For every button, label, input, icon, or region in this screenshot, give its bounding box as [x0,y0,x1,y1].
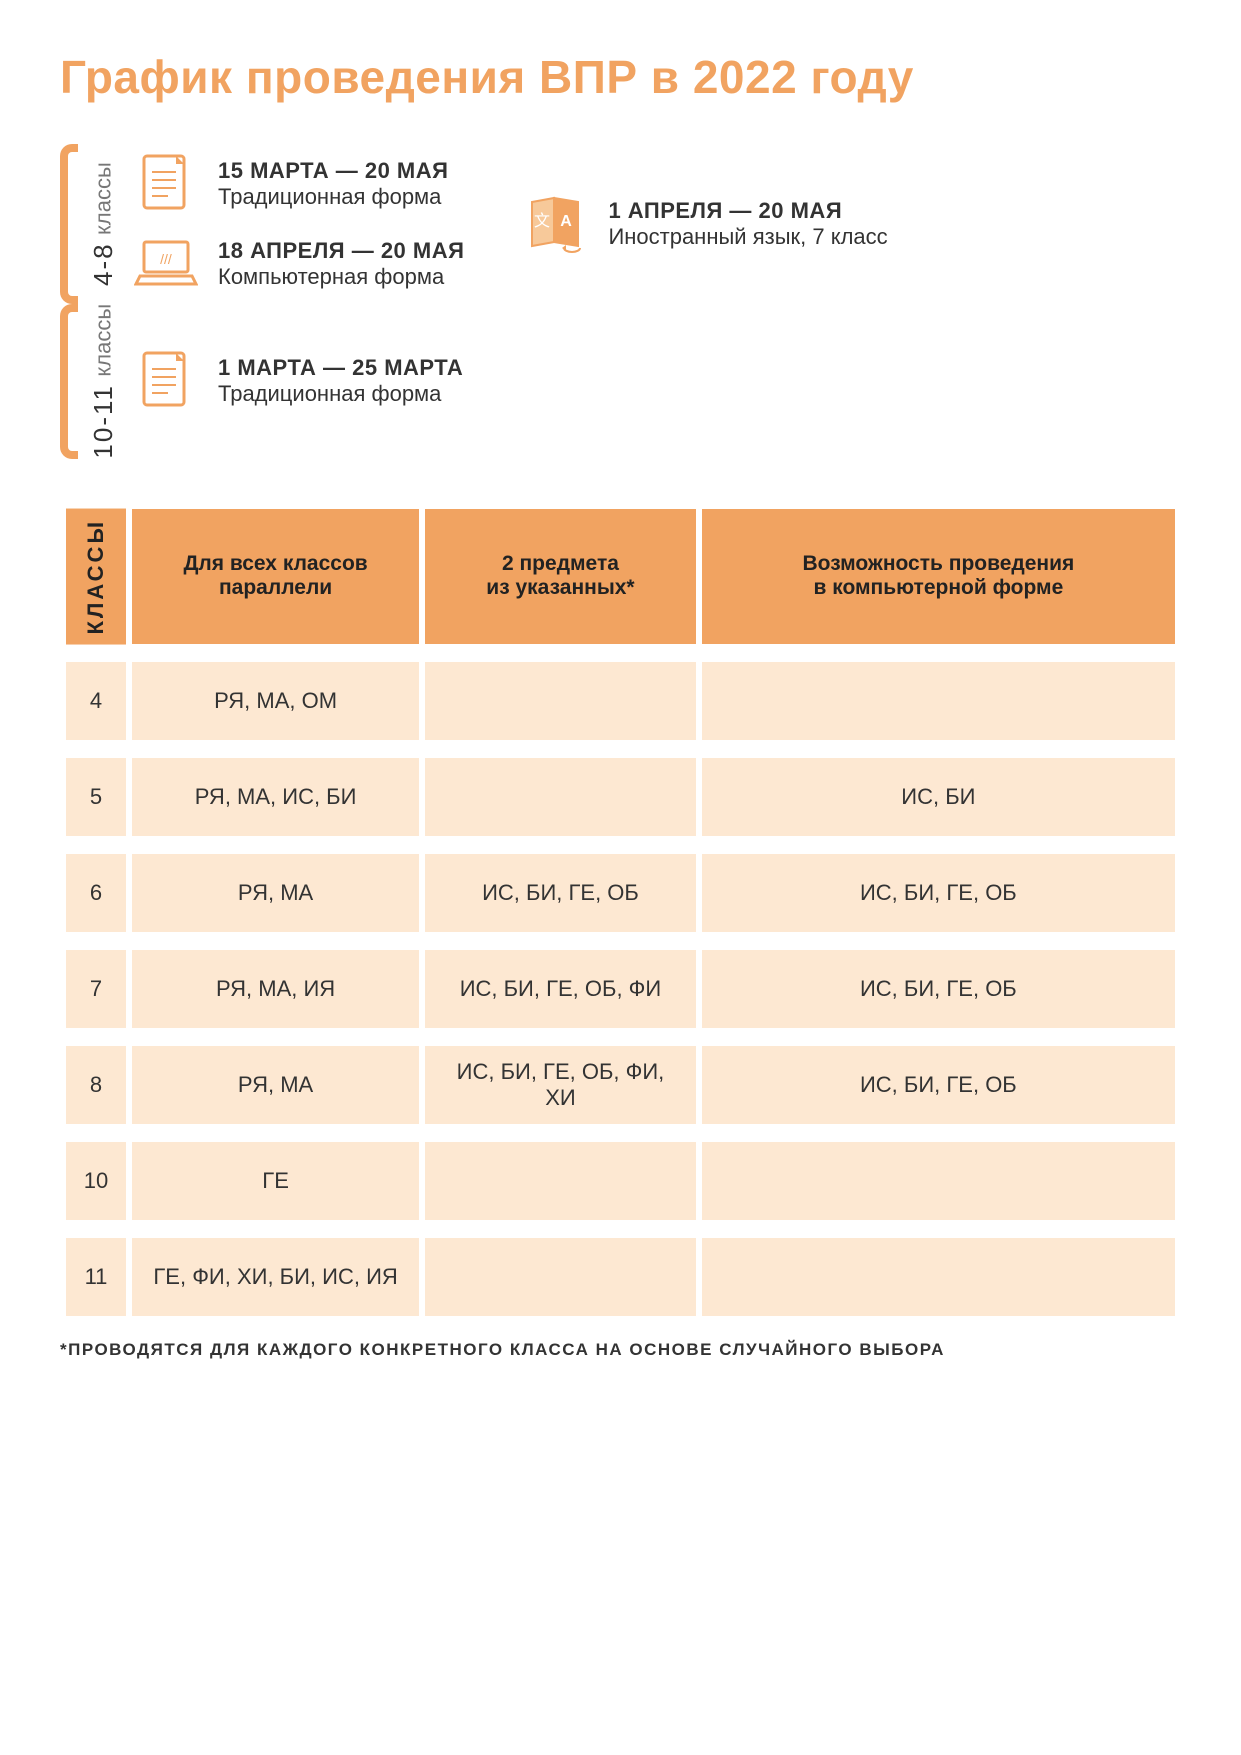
date-range: 1 МАРТА — 25 МАРТА [218,355,463,381]
bracket-icon [60,304,78,459]
table-row: 7РЯ, МА, ИЯИС, БИ, ГЕ, ОБ, ФИИС, БИ, ГЕ,… [66,932,1175,1028]
svg-text:A: A [561,213,573,230]
grade-cell: 8 [66,1028,126,1124]
svg-text:文: 文 [534,212,550,230]
cell-computer [702,1220,1175,1316]
cell-two [425,740,696,836]
date-range: 18 АПРЕЛЯ — 20 МАЯ [218,238,464,264]
date-range: 1 АПРЕЛЯ — 20 МАЯ [608,198,887,224]
cell-computer [702,1124,1175,1220]
cell-all: РЯ, МА, ИЯ [132,932,419,1028]
bracket-icon [60,144,78,304]
grade-cell: 7 [66,932,126,1028]
page-title: График проведения ВПР в 2022 году [60,50,1181,104]
schedule-item: 1 МАРТА — 25 МАРТА Традиционная форма [134,349,1181,413]
cell-all: ГЕ [132,1124,419,1220]
table-row: 11ГЕ, ФИ, ХИ, БИ, ИС, ИЯ [66,1220,1175,1316]
cell-all: ГЕ, ФИ, ХИ, БИ, ИС, ИЯ [132,1220,419,1316]
table-row: 5РЯ, МА, ИС, БИ ИС, БИ [66,740,1175,836]
document-icon [134,349,198,413]
cell-computer: ИС, БИ, ГЕ, ОБ [702,1028,1175,1124]
cell-computer: ИС, БИ, ГЕ, ОБ [702,932,1175,1028]
col-header-klassy: КЛАССЫ [66,509,126,645]
cell-computer [702,644,1175,740]
document-icon [134,152,198,216]
schedule-area: 4-8 классы 15 МАРТА — 20 МАЯ Традиционна… [60,144,1181,459]
grade-label-10-11: 10-11 классы [88,304,119,459]
cell-all: РЯ, МА, ИС, БИ [132,740,419,836]
schedule-item-foreign: 文A 1 АПРЕЛЯ — 20 МАЯ Иностранный язык, 7… [524,192,887,256]
col-header-two: 2 предмета из указанных* [425,509,696,645]
cell-two: ИС, БИ, ГЕ, ОБ [425,836,696,932]
cell-computer: ИС, БИ [702,740,1175,836]
cell-two [425,1124,696,1220]
laptop-icon: /// [134,232,198,296]
form-desc: Традиционная форма [218,381,463,407]
footnote: *ПРОВОДЯТСЯ ДЛЯ КАЖДОГО КОНКРЕТНОГО КЛАС… [60,1340,1181,1360]
cell-two [425,1220,696,1316]
schedule-item: /// 18 АПРЕЛЯ — 20 МАЯ Компьютерная форм… [134,232,464,296]
cell-all: РЯ, МА [132,1028,419,1124]
form-desc: Компьютерная форма [218,264,464,290]
col-header-computer: Возможность проведения в компьютерной фо… [702,509,1175,645]
grade-cell: 5 [66,740,126,836]
table-row: 10ГЕ [66,1124,1175,1220]
cell-two [425,644,696,740]
cell-all: РЯ, МА [132,836,419,932]
schedule-item: 15 МАРТА — 20 МАЯ Традиционная форма [134,152,464,216]
schedule-group-10-11: 10-11 классы 1 МАРТА — 25 МАРТА Традицио… [60,304,1181,459]
grade-cell: 10 [66,1124,126,1220]
col-header-all: Для всех классов параллели [132,509,419,645]
table-row: 8РЯ, МАИС, БИ, ГЕ, ОБ, ФИ, ХИИС, БИ, ГЕ,… [66,1028,1175,1124]
cell-two: ИС, БИ, ГЕ, ОБ, ФИ, ХИ [425,1028,696,1124]
cell-computer: ИС, БИ, ГЕ, ОБ [702,836,1175,932]
grade-cell: 4 [66,644,126,740]
form-desc: Традиционная форма [218,184,448,210]
subjects-table: КЛАССЫ Для всех классов параллели 2 пред… [60,509,1181,1317]
grade-label-4-8: 4-8 классы [88,144,119,304]
grade-cell: 6 [66,836,126,932]
grade-cell: 11 [66,1220,126,1316]
date-range: 15 МАРТА — 20 МАЯ [218,158,448,184]
svg-text:///: /// [160,251,172,267]
table-row: 6РЯ, МАИС, БИ, ГЕ, ОБИС, БИ, ГЕ, ОБ [66,836,1175,932]
form-desc: Иностранный язык, 7 класс [608,224,887,250]
table-row: 4РЯ, МА, ОМ [66,644,1175,740]
language-icon: 文A [524,192,588,256]
cell-all: РЯ, МА, ОМ [132,644,419,740]
schedule-group-4-8: 4-8 классы 15 МАРТА — 20 МАЯ Традиционна… [60,144,1181,304]
cell-two: ИС, БИ, ГЕ, ОБ, ФИ [425,932,696,1028]
